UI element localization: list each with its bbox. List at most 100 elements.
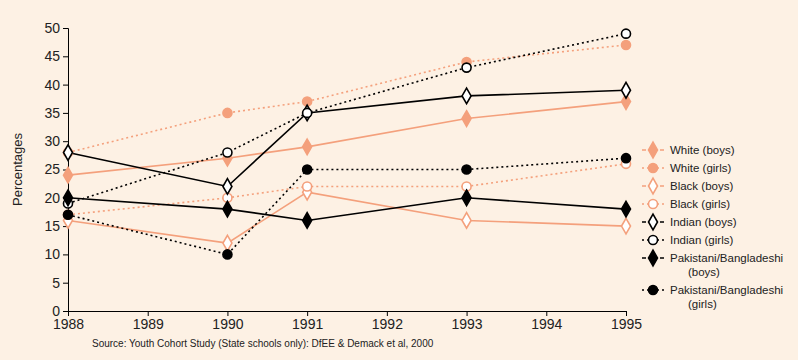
series-line	[68, 45, 626, 153]
tick: 50	[44, 20, 68, 36]
source: Source: Youth Cohort Study (State school…	[92, 338, 434, 349]
marker	[303, 139, 312, 155]
marker	[64, 190, 73, 206]
marker	[223, 108, 232, 117]
marker	[303, 213, 312, 229]
series-line	[68, 158, 626, 254]
tick-label: 1992	[372, 316, 403, 332]
legend-label: White (boys)	[670, 144, 735, 156]
legend-label: Pakistani/Bangladeshi(boys)	[670, 252, 783, 278]
marker	[462, 165, 471, 174]
marker	[63, 210, 72, 219]
marker	[64, 145, 73, 161]
tick-label: 1990	[212, 316, 243, 332]
tick-mark	[63, 283, 68, 284]
y-axis: 05101520253035404550	[44, 20, 68, 319]
x-axis: 19881989199019911992199319941995	[53, 311, 642, 332]
legend-item: Pakistani/Bangladeshi(boys)	[642, 250, 783, 278]
marker	[303, 182, 312, 191]
tick-mark	[63, 85, 68, 86]
tick: 1993	[451, 311, 482, 332]
tick-label: 1995	[611, 316, 642, 332]
marker	[303, 105, 312, 121]
legend-marker	[649, 178, 658, 194]
tick-label: 15	[44, 218, 60, 234]
legend: White (boys) White (girls) Black (boys) Bla…	[642, 142, 783, 310]
marker	[622, 82, 631, 98]
marker	[462, 213, 471, 229]
tick-mark	[63, 311, 68, 312]
legend-marker	[648, 163, 657, 172]
marker	[462, 88, 471, 104]
legend-label: Pakistani/Bangladeshi(girls)	[670, 284, 783, 310]
y-axis-title: Percentages	[10, 133, 25, 206]
plot: 1988198919901991199219931994199505101520…	[44, 20, 642, 332]
marker	[303, 108, 312, 117]
marker	[223, 235, 232, 251]
legend-item: White (boys)	[642, 142, 735, 158]
legend-item: Pakistani/Bangladeshi(girls)	[642, 284, 783, 310]
tick-label: 40	[44, 77, 60, 93]
marker	[462, 63, 471, 72]
tick: 10	[44, 246, 68, 262]
marker	[223, 148, 232, 157]
tick-mark	[63, 56, 68, 57]
tick-mark	[63, 28, 68, 29]
tick-label: 10	[44, 246, 60, 262]
marker	[63, 210, 72, 219]
series-line	[68, 90, 626, 186]
legend-label: Indian (girls)	[670, 234, 733, 246]
legend-marker	[649, 214, 658, 230]
marker	[462, 190, 471, 206]
legend-item: Black (boys)	[642, 178, 733, 194]
marker	[223, 250, 232, 259]
tick: 0	[52, 303, 68, 319]
legend-marker	[648, 199, 657, 208]
tick-label: 1993	[451, 316, 482, 332]
legend-label: Indian (boys)	[670, 216, 737, 228]
marker	[223, 201, 232, 217]
tick: 30	[44, 133, 68, 149]
legend-label: Black (girls)	[670, 198, 730, 210]
tick: 1989	[133, 311, 164, 332]
legend-label: White (girls)	[670, 162, 732, 174]
tick: 35	[44, 105, 68, 121]
legend-item: White (girls)	[642, 162, 732, 174]
series-line	[68, 198, 626, 221]
tick: 1990	[212, 311, 243, 332]
tick-label: 5	[52, 275, 60, 291]
marker	[622, 201, 631, 217]
marker	[621, 40, 630, 49]
legend-marker	[649, 250, 658, 266]
tick: 40	[44, 77, 68, 93]
legend-item: Indian (girls)	[642, 234, 733, 246]
marker	[223, 179, 232, 195]
legend-marker	[649, 142, 658, 158]
tick-label: 20	[44, 190, 60, 206]
marker	[622, 218, 631, 234]
tick-label: 30	[44, 133, 60, 149]
marker	[64, 167, 73, 183]
legend-item: Black (girls)	[642, 198, 730, 210]
chart: 1988198919901991199219931994199505101520…	[0, 0, 798, 360]
tick: 5	[52, 275, 68, 291]
legend-marker	[648, 285, 657, 294]
series-group	[63, 29, 630, 259]
tick: 1992	[372, 311, 403, 332]
tick-label: 1991	[292, 316, 323, 332]
marker	[621, 154, 630, 163]
tick-label: 25	[44, 161, 60, 177]
tick-label: 1994	[531, 316, 562, 332]
tick: 1991	[292, 311, 323, 332]
tick-mark	[63, 141, 68, 142]
marker	[303, 165, 312, 174]
tick-label: 0	[52, 303, 60, 319]
marker	[621, 29, 630, 38]
tick-label: 1989	[133, 316, 164, 332]
marker	[462, 111, 471, 127]
legend-marker	[648, 235, 657, 244]
tick-label: 50	[44, 20, 60, 36]
tick-label: 35	[44, 105, 60, 121]
legend-item: Indian (boys)	[642, 214, 737, 230]
tick-mark	[63, 113, 68, 114]
